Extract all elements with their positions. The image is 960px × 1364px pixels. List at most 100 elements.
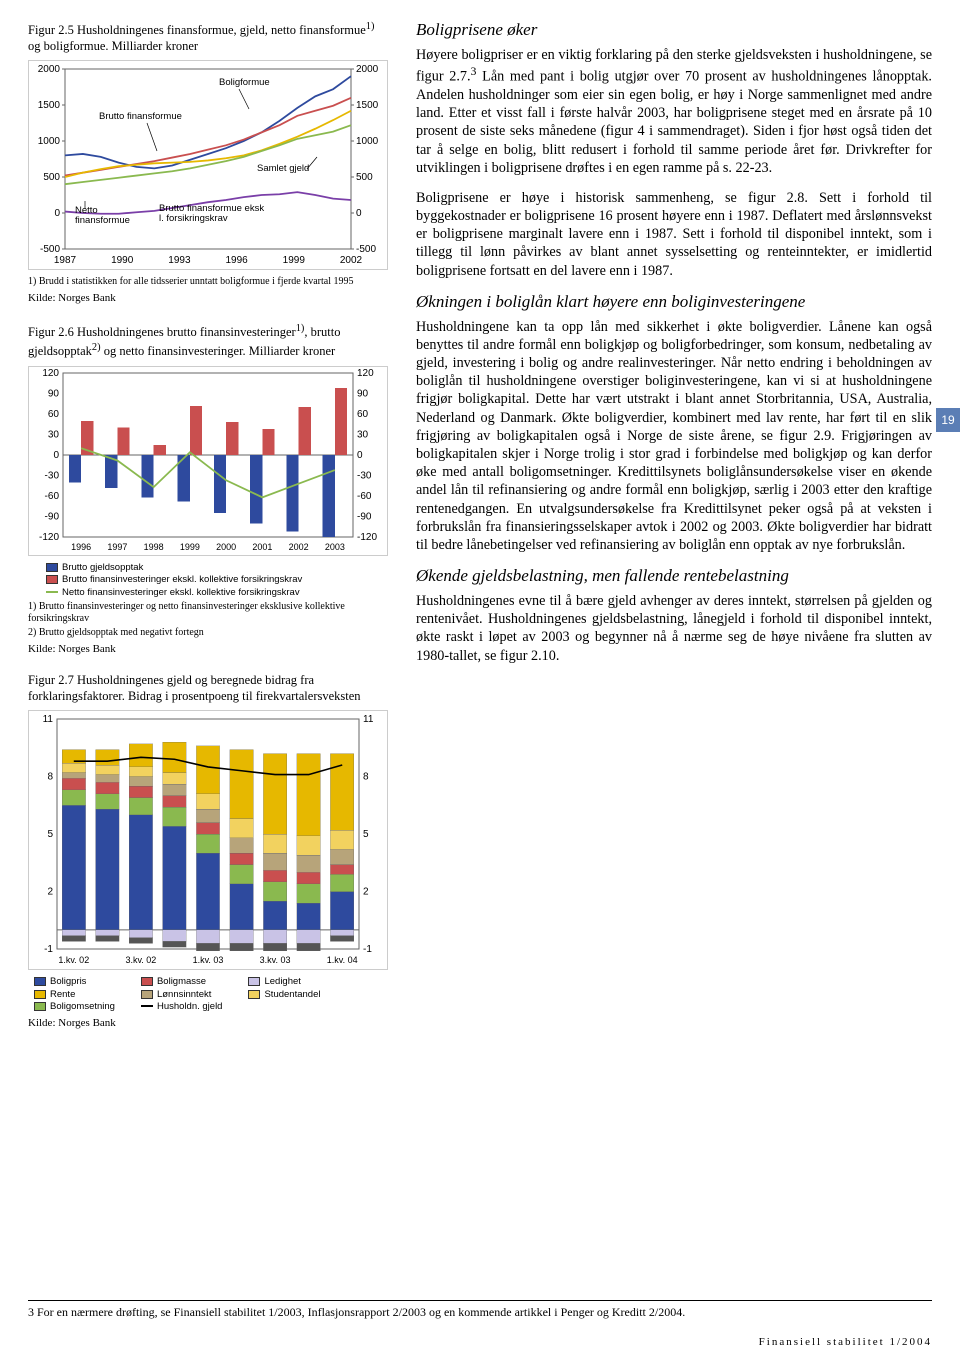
svg-text:2000: 2000: [356, 64, 379, 75]
svg-text:2: 2: [47, 887, 53, 898]
svg-text:90: 90: [357, 388, 369, 399]
svg-text:0: 0: [53, 450, 59, 461]
svg-text:3.kv. 02: 3.kv. 02: [125, 955, 156, 965]
bottom-footnote: 3 For en nærmere drøfting, se Finansiell…: [28, 1300, 932, 1320]
paragraph-4: Husholdningenes evne til å bære gjeld av…: [416, 592, 932, 665]
fig25-title-label: Figur 2.5: [28, 23, 74, 37]
svg-text:500: 500: [356, 172, 373, 183]
swatch-rente: [34, 990, 46, 999]
running-footer: Finansiell stabilitet 1/2004: [759, 1336, 932, 1348]
svg-text:120: 120: [42, 368, 59, 379]
fig26-footnote2: 2) Brutto gjeldsopptak med negativt fort…: [28, 627, 388, 639]
fig25-source: Kilde: Norges Bank: [28, 292, 388, 304]
svg-text:-60: -60: [357, 491, 372, 502]
swatch-netto-inv: [46, 591, 58, 593]
svg-text:-120: -120: [357, 532, 377, 543]
svg-text:90: 90: [48, 388, 60, 399]
swatch-brutto-inv: [46, 575, 58, 584]
svg-text:-500: -500: [356, 244, 376, 255]
svg-text:1999: 1999: [283, 255, 306, 266]
svg-text:11: 11: [43, 714, 54, 725]
fig27-chart: 11 11 8 8 5 5 2 2 -1 -1 1.kv. 02 3.kv. 02 1.kv. 03 3.…: [28, 710, 388, 970]
svg-text:0: 0: [54, 208, 60, 219]
svg-text:1998: 1998: [144, 542, 164, 552]
swatch-gjeld: [46, 563, 58, 572]
right-column: Boligprisene øker Høyere boligpriser er …: [412, 20, 932, 1047]
svg-text:3.kv. 03: 3.kv. 03: [260, 955, 291, 965]
swatch-ledighet: [248, 977, 260, 986]
heading-boligprisene: Boligprisene øker: [416, 20, 932, 40]
svg-text:0: 0: [356, 208, 362, 219]
svg-text:11: 11: [363, 714, 374, 725]
svg-text:Samlet gjeld: Samlet gjeld: [257, 163, 309, 174]
svg-text:-90: -90: [357, 511, 372, 522]
swatch-boligpris: [34, 977, 46, 986]
page-number-tab: 19: [936, 408, 960, 432]
swatch-boligmasse: [141, 977, 153, 986]
svg-text:1.kv. 03: 1.kv. 03: [193, 955, 224, 965]
svg-text:2002: 2002: [289, 542, 309, 552]
swatch-student: [248, 990, 260, 999]
svg-text:1987: 1987: [54, 255, 77, 266]
svg-text:-90: -90: [45, 511, 60, 522]
fig26-chart: 120 120 90 90 60 60 30 30 0 0 -30 -30 -60 -60 -90 -90 -1…: [28, 366, 388, 556]
svg-text:1997: 1997: [107, 542, 127, 552]
svg-text:2003: 2003: [325, 542, 345, 552]
fig26-legend: Brutto gjeldsopptak Brutto finansinveste…: [46, 562, 388, 599]
svg-text:8: 8: [363, 772, 369, 783]
svg-text:-1: -1: [363, 944, 372, 955]
svg-text:1500: 1500: [38, 100, 61, 111]
svg-text:60: 60: [48, 409, 60, 420]
svg-text:1996: 1996: [225, 255, 248, 266]
fig27-title: Figur 2.7 Husholdningenes gjeld og bereg…: [28, 673, 388, 704]
svg-text:5: 5: [363, 829, 369, 840]
fig26-footnote1: 1) Brutto finansinvesteringer og netto f…: [28, 601, 388, 625]
svg-text:120: 120: [357, 368, 374, 379]
svg-text:finansformue: finansformue: [75, 215, 130, 226]
svg-text:2000: 2000: [216, 542, 236, 552]
svg-text:1990: 1990: [111, 255, 134, 266]
svg-text:30: 30: [48, 429, 60, 440]
paragraph-2: Boligprisene er høye i historisk sammenh…: [416, 189, 932, 280]
fig26-title: Figur 2.6 Husholdningenes brutto finansi…: [28, 322, 388, 360]
svg-text:8: 8: [47, 772, 53, 783]
svg-text:-1: -1: [44, 944, 53, 955]
svg-text:2002: 2002: [340, 255, 363, 266]
svg-text:1.kv. 04: 1.kv. 04: [327, 955, 358, 965]
svg-text:Boligformue: Boligformue: [219, 77, 270, 88]
paragraph-3: Husholdningene kan ta opp lån med sikker…: [416, 318, 932, 554]
svg-text:-120: -120: [39, 532, 59, 543]
fig26-source: Kilde: Norges Bank: [28, 643, 388, 655]
paragraph-1: Høyere boligpriser er en viktig forklari…: [416, 46, 932, 177]
svg-text:1996: 1996: [71, 542, 91, 552]
svg-text:500: 500: [43, 172, 60, 183]
fig25-footnote: 1) Brudd i statistikken for alle tidsser…: [28, 276, 388, 288]
heading-okning: Økningen i boliglån klart høyere enn bol…: [416, 292, 932, 312]
svg-text:1000: 1000: [356, 136, 379, 147]
fig25-title: Figur 2.5 Husholdningenes finansformue, …: [28, 20, 388, 54]
swatch-gjeld-line: [141, 1005, 153, 1007]
svg-text:60: 60: [357, 409, 369, 420]
svg-text:0: 0: [357, 450, 363, 461]
svg-text:1.kv. 02: 1.kv. 02: [58, 955, 89, 965]
fig25-chart: 2000 2000 1500 1500 1000 1000 500 500 0 0 -500 -500…: [28, 60, 388, 270]
svg-text:30: 30: [357, 429, 369, 440]
svg-text:1993: 1993: [168, 255, 191, 266]
svg-text:5: 5: [47, 829, 53, 840]
svg-text:1500: 1500: [356, 100, 379, 111]
fig27-legend: Boligpris Rente Boligomsetning Boligmass…: [34, 976, 388, 1013]
fig27-source: Kilde: Norges Bank: [28, 1017, 388, 1029]
heading-gjeld: Økende gjeldsbelastning, men fallende re…: [416, 566, 932, 586]
svg-text:Brutto finansformue: Brutto finansformue: [99, 111, 182, 122]
svg-text:-30: -30: [357, 470, 372, 481]
svg-text:2001: 2001: [252, 542, 272, 552]
svg-text:-500: -500: [40, 244, 60, 255]
left-column: Figur 2.5 Husholdningenes finansformue, …: [28, 20, 388, 1047]
svg-text:-60: -60: [45, 491, 60, 502]
svg-text:1000: 1000: [38, 136, 61, 147]
svg-text:2000: 2000: [38, 64, 61, 75]
swatch-lonn: [141, 990, 153, 999]
svg-text:-30: -30: [45, 470, 60, 481]
svg-text:1999: 1999: [180, 542, 200, 552]
svg-text:2: 2: [363, 887, 369, 898]
